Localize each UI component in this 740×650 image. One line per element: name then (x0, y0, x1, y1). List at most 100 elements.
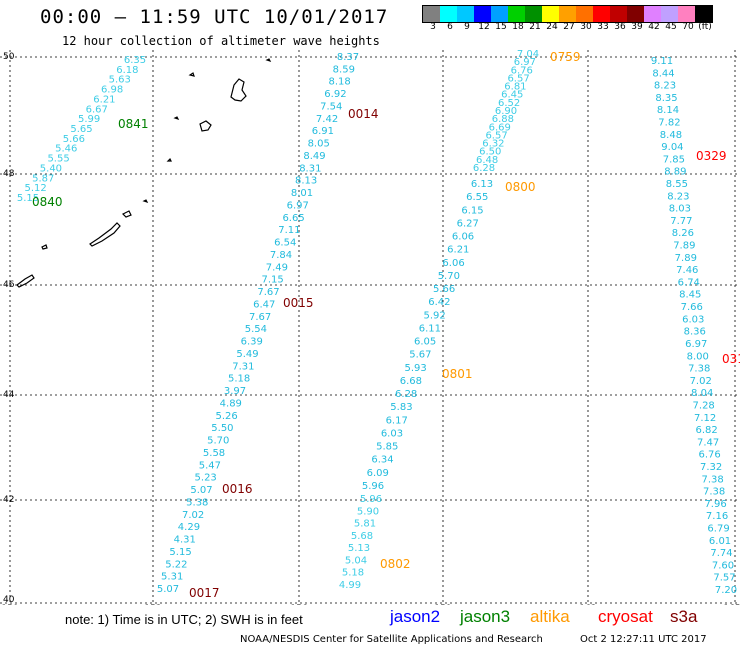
swh-value: 5.63 (109, 75, 131, 86)
scale-label: 42 (648, 22, 660, 32)
island-outline (166, 157, 172, 162)
scale-label: 30 (580, 22, 592, 32)
swh-value: 8.23 (654, 81, 676, 92)
swh-value: 7.11 (278, 225, 300, 236)
swh-value: 7.82 (658, 118, 680, 129)
swh-value: 8.23 (667, 191, 689, 202)
swh-value: 8.35 (655, 93, 677, 104)
map-plot: 6.356.185.636.986.216.675.995.655.665.46… (0, 49, 740, 605)
swh-value: 5.07 (157, 584, 179, 595)
swh-value: 5.13 (348, 543, 370, 554)
swh-value: 6.79 (707, 523, 729, 534)
swh-value: 7.60 (712, 560, 734, 571)
swh-value: 9.04 (661, 142, 683, 153)
pass-time-label: 0840 (32, 195, 63, 209)
swh-value: 7.74 (710, 548, 732, 559)
swh-value: 5.18 (342, 568, 364, 579)
swh-value: 6.05 (414, 337, 436, 348)
swh-value: 7.89 (673, 241, 695, 252)
lat-tick: 44 (3, 390, 15, 400)
footnote: note: 1) Time is in UTC; 2) SWH is in fe… (65, 612, 303, 627)
map-title: 00:00 — 11:59 UTC 10/01/2017 (40, 6, 389, 28)
swh-value: 6.88 (492, 114, 514, 125)
swh-value: 5.49 (236, 349, 258, 360)
swh-value: 7.66 (681, 302, 703, 313)
map-subtitle: 12 hour collection of altimeter wave hei… (62, 34, 380, 48)
satellite-legend-item: jason3 (460, 607, 511, 626)
swh-value: 5.46 (55, 144, 77, 155)
lon-tick: 156 (290, 604, 307, 605)
scale-label: 36 (614, 22, 626, 32)
island-outline (89, 222, 121, 247)
pass-time-label: 0801 (442, 367, 473, 381)
scale-swatch (593, 6, 610, 22)
generated-timestamp: Oct 2 12:27:11 UTC 2017 (580, 634, 707, 645)
lon-tick: 159 (434, 604, 451, 605)
satellite-legend-item: jason2 (390, 607, 441, 626)
swh-value: 5.90 (357, 506, 379, 517)
swh-value: 6.06 (442, 258, 464, 269)
swh-value: 6.76 (511, 65, 533, 76)
swh-value: 5.12 (25, 183, 47, 194)
swh-value: 6.65 (282, 213, 304, 224)
swh-value: 6.39 (241, 337, 263, 348)
satellite-legend-item: altika (530, 607, 570, 626)
swh-value: 6.21 (447, 245, 469, 256)
island-outline (188, 72, 195, 77)
pass-time-label: 0841 (118, 117, 149, 131)
lon-tick: 162 (579, 604, 596, 605)
swh-value: 7.04 (517, 49, 539, 60)
scale-swatch (440, 6, 457, 22)
swh-value: 7.77 (670, 216, 692, 227)
pass-time-label: 031 (722, 352, 740, 366)
scale-swatch (491, 6, 508, 22)
lat-tick: 48 (3, 169, 15, 179)
swh-value: 6.55 (466, 192, 488, 203)
pass-time-label: 0017 (189, 586, 220, 600)
swh-value: 6.52 (498, 98, 520, 109)
swh-value: 6.13 (471, 179, 493, 190)
swh-value: 7.15 (262, 275, 284, 286)
swh-value: 5.83 (390, 402, 412, 413)
lon-tick: 165 (723, 604, 740, 605)
swh-value: 5.15 (17, 193, 39, 204)
swh-value: 6.03 (381, 428, 403, 439)
swh-value: 8.89 (664, 167, 686, 178)
swh-value: 7.47 (697, 437, 719, 448)
swh-value: 7.54 (320, 101, 342, 112)
swh-value: 7.67 (257, 287, 279, 298)
swh-value: 6.74 (678, 277, 700, 288)
pass-time-label: 0016 (222, 482, 253, 496)
swh-value: 6.90 (495, 106, 517, 117)
swh-value: 8.18 (328, 77, 350, 88)
swh-value: 5.40 (40, 163, 62, 174)
swh-value: 6.45 (501, 90, 523, 101)
swh-value: 6.01 (709, 536, 731, 547)
swh-value: 6.27 (457, 218, 479, 229)
swh-value: 5.26 (215, 411, 237, 422)
swh-value: 5.15 (169, 547, 191, 558)
pass-time-label: 0329 (696, 149, 727, 163)
scale-swatch (661, 6, 678, 22)
scale-swatch (457, 6, 474, 22)
scale-swatch (474, 6, 491, 22)
swh-value: 5.93 (405, 363, 427, 374)
swh-value: 5.70 (207, 436, 229, 447)
scale-swatch (644, 6, 661, 22)
swh-value: 7.02 (690, 376, 712, 387)
swh-value: 5.66 (433, 284, 455, 295)
swh-value: 5.85 (376, 442, 398, 453)
scale-swatch (610, 6, 627, 22)
axis-tick-labels: 150 153 156 159 162 165 50 48 46 44 42 40 (1, 52, 740, 605)
swh-value: 8.55 (666, 179, 688, 190)
scale-label: 9 (464, 22, 470, 32)
swh-value: 7.96 (704, 499, 726, 510)
swh-value: 7.57 (713, 573, 735, 584)
swh-value: 5.04 (345, 555, 367, 566)
coastline (16, 58, 272, 288)
scale-label: 15 (495, 22, 507, 32)
swh-value: 7.28 (693, 400, 715, 411)
pass-labels: 0841 0840 0014 0015 0016 0017 0759 0800 0801 0802… (32, 50, 740, 600)
swh-value: 3.97 (224, 386, 246, 397)
scale-label: (ft) (698, 22, 712, 32)
